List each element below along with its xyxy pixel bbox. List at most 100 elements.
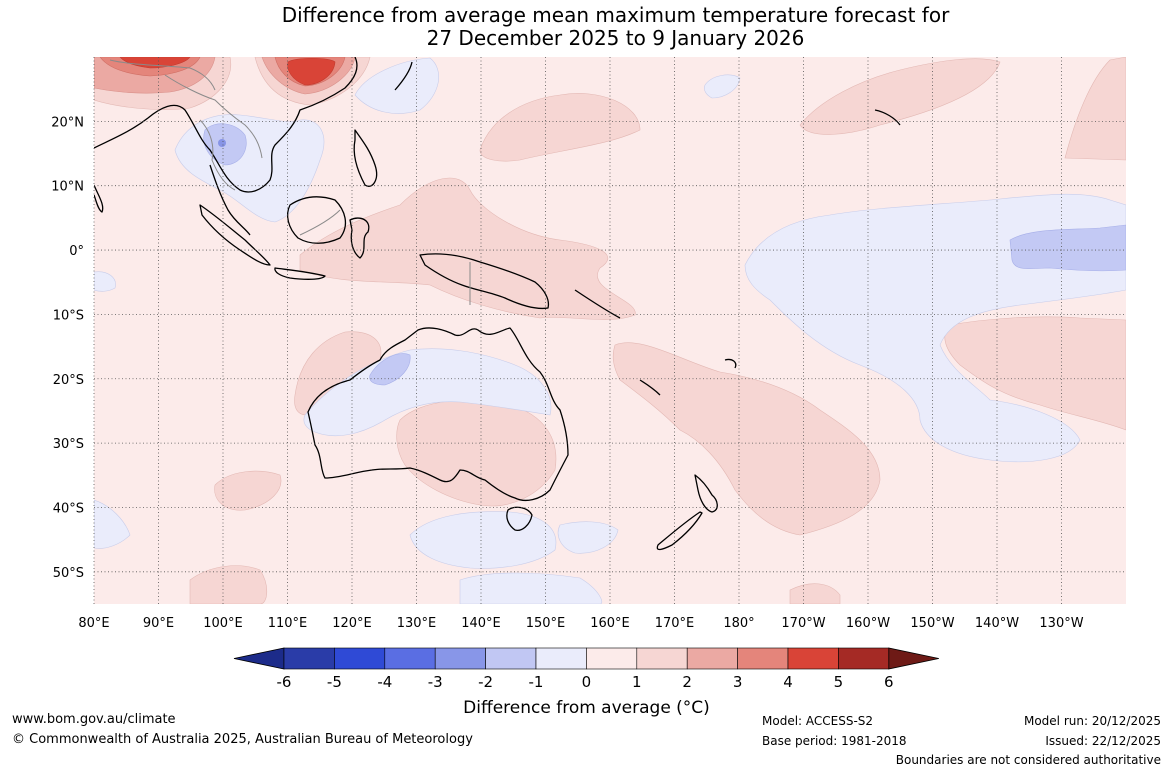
coastline-fiji	[724, 358, 737, 369]
map-title: Difference from average mean maximum tem…	[0, 4, 1173, 50]
cool-region-south-bottom	[459, 572, 603, 604]
colorbar-segment	[636, 647, 688, 670]
warm-region-southern-ocean-bottom	[189, 565, 268, 604]
colorbar-segment	[334, 647, 386, 670]
cool-region-south-tasman	[557, 521, 619, 554]
latitude-label: 20°S	[53, 373, 84, 388]
warm-region-central-north-pacific	[799, 58, 1001, 135]
coastline-india-east	[94, 184, 104, 213]
border-china	[109, 59, 216, 91]
cool-region-philippine-sea	[354, 57, 439, 114]
colorbar-tick-label: 5	[834, 673, 844, 691]
longitude-labels: 80°E 90°E 100°E 110°E 120°E 130°E 140°E 150°E 16…	[78, 616, 1083, 631]
longitude-label: 140°E	[461, 616, 501, 631]
warm-region-east-north-pacific	[1064, 57, 1126, 161]
colorbar-tick-label: 1	[632, 673, 642, 691]
latitude-label: 10°S	[53, 308, 84, 323]
colorbar-segment	[586, 647, 638, 670]
colorbar-extend-low	[233, 647, 285, 670]
base-period: Base period: 1981-2018	[762, 734, 907, 748]
latitude-label: 30°S	[53, 437, 84, 452]
coastline-japan	[394, 61, 413, 91]
warm-region-southern-ocean-west	[214, 470, 282, 511]
warm-anomaly-4-5	[119, 57, 336, 86]
colorbar-tick-label: 0	[582, 673, 592, 691]
longitude-label: 170°E	[655, 616, 695, 631]
longitude-label: 110°E	[268, 616, 308, 631]
cool-anomaly-2-3	[218, 139, 226, 147]
coastline-new-guinea	[419, 253, 550, 310]
cool-spot-thailand	[218, 139, 226, 147]
longitude-label: 160°E	[590, 616, 630, 631]
colorbar-segment	[787, 647, 839, 670]
colorbar-tick-label: 6	[884, 673, 894, 691]
colorbar-tick-label: -1	[529, 673, 544, 691]
title-line-1: Difference from average mean maximum tem…	[281, 3, 950, 27]
cool-region-west-edge	[94, 271, 116, 292]
colorbar-extend-high	[888, 647, 939, 670]
colorbar-segment	[737, 647, 789, 670]
boundaries-disclaimer: Boundaries are not considered authoritat…	[895, 753, 1161, 767]
longitude-label: 160°W	[846, 616, 890, 631]
model-run-date: Model run: 20/12/2025	[1023, 714, 1161, 728]
warm-region-china-peak	[119, 57, 191, 69]
colorbar-tick-label: -3	[428, 673, 443, 691]
country-borders	[109, 59, 471, 305]
border-indochina	[164, 74, 263, 159]
colorbar-segment	[434, 647, 486, 670]
longitude-label: 140°W	[975, 616, 1019, 631]
latitude-label: 50°S	[53, 566, 84, 581]
coastline-sumatra	[199, 204, 271, 266]
colorbar-tick-label: -2	[478, 673, 493, 691]
latitude-label: 0°	[69, 244, 84, 259]
colorbar-label: Difference from average (°C)	[463, 698, 710, 718]
border-borneo	[299, 209, 341, 236]
colorbar-segment	[686, 647, 738, 670]
colorbar-segment	[838, 647, 890, 670]
cool-region-tasman	[409, 511, 557, 569]
longitude-label: 170°W	[781, 616, 825, 631]
warm-region-south-pacific-east	[944, 316, 1126, 431]
colorbar-segment	[535, 647, 587, 670]
colorbar-segment	[283, 647, 335, 670]
coastline-malay-peninsula	[209, 164, 251, 236]
warm-region-taiwan-peak	[287, 57, 336, 86]
colorbar-tick-label: 3	[733, 673, 743, 691]
copyright-text: © Commonwealth of Australia 2025, Austra…	[12, 732, 473, 747]
colorbar-tick-label: 4	[783, 673, 793, 691]
colorbar-segment	[384, 647, 436, 670]
coastline-sulawesi	[349, 217, 370, 259]
cool-region-central-pacific	[1009, 224, 1126, 272]
latitude-label: 20°N	[51, 115, 84, 130]
graticule	[93, 57, 1126, 604]
colorbar-tick-label: 2	[682, 673, 692, 691]
cool-region-kimberley	[369, 353, 411, 386]
coastline-new-zealand-north	[694, 474, 718, 513]
border-thailand	[199, 119, 236, 191]
colorbar-segments	[233, 647, 939, 670]
colorbar-tick-label: -6	[277, 673, 292, 691]
coastline-hawaii	[874, 109, 901, 126]
longitude-label: 130°E	[397, 616, 437, 631]
longitude-label: 90°E	[143, 616, 174, 631]
coastline-philippines	[353, 129, 378, 187]
warm-anomaly-1-2	[94, 57, 1126, 604]
colorbar-tick-label: -4	[377, 673, 392, 691]
website-link[interactable]: www.bom.gov.au/climate	[12, 712, 176, 727]
coastline-solomons	[574, 289, 621, 319]
latitude-label: 10°N	[51, 180, 84, 195]
warm-region-southern-ocean-right	[789, 583, 841, 604]
cool-region-australia	[303, 348, 552, 437]
title-line-2: 27 December 2025 to 9 January 2026	[426, 26, 805, 50]
longitude-label: 100°E	[203, 616, 243, 631]
coastline-mainland-asia	[94, 57, 358, 193]
longitude-label: 130°W	[1039, 616, 1083, 631]
coastlines	[94, 57, 901, 551]
coastline-borneo	[287, 196, 347, 244]
longitude-label: 120°E	[332, 616, 372, 631]
warm-region-south-pacific	[612, 342, 881, 536]
coastline-java	[274, 267, 326, 280]
issued-date: Issued: 22/12/2025	[1045, 734, 1161, 748]
latitude-labels: 20°N 10°N 0° 10°S 20°S 30°S 40°S 50°S	[51, 115, 84, 580]
colorbar-tick-label: -5	[327, 673, 342, 691]
